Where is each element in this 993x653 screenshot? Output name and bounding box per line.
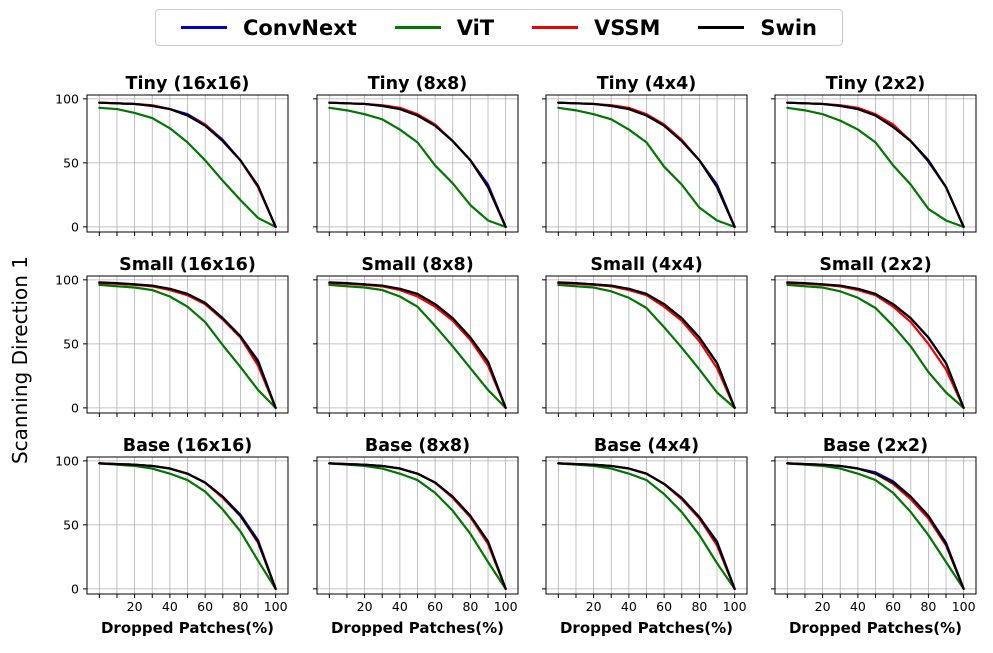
chart-base-4x4: 20 40 60 80 100 Base (4x4) Dropped Patches(%) — [542, 436, 748, 637]
chart-base-16x16-xtick-label: 20 — [127, 599, 143, 614]
chart-small-16x16-ytick-label: 100 — [55, 272, 79, 287]
chart-base-2x2-xlabel: Dropped Patches(%) — [789, 619, 962, 637]
chart-small-2x2-title: Small (2x2) — [819, 255, 931, 275]
chart-small-16x16-series-swin — [98, 281, 277, 409]
chart-base-2x2-xtick-label: 20 — [815, 599, 831, 614]
chart-tiny-8x8-series-swin — [328, 101, 507, 228]
legend-item-convnext: ConvNext — [180, 15, 357, 40]
chart-tiny-16x16-ytick-label: 0 — [71, 219, 79, 234]
chart-base-4x4-xtick-label: 80 — [691, 599, 707, 614]
chart-base-2x2-title: Base (2x2) — [823, 436, 928, 456]
chart-small-16x16-ytick-label: 50 — [63, 336, 79, 351]
chart-base-4x4-xtick-label: 20 — [586, 599, 602, 614]
chart-base-16x16-xlabel: Dropped Patches(%) — [101, 619, 274, 637]
chart-base-2x2-xtick-label: 60 — [885, 599, 901, 614]
chart-base-4x4-xtick-label: 60 — [656, 599, 672, 614]
chart-base-8x8: 20 40 60 80 100 Base (8x8) Dropped Patches(%) — [313, 436, 519, 637]
chart-small-16x16-series-vit — [98, 283, 277, 409]
chart-small-2x2-series-swin — [786, 281, 965, 409]
chart-small-8x8-series-swin — [328, 281, 507, 409]
chart-base-16x16: 20 40 60 80 100 0 50 100 Base (16x16) Dropped Pat… — [55, 436, 289, 637]
chart-base-2x2-xtick-label: 40 — [850, 599, 866, 614]
chart-base-16x16-xtick-label: 60 — [197, 599, 213, 614]
chart-tiny-8x8: Tiny (8x8) — [313, 74, 519, 236]
chart-tiny-8x8-series-vit — [328, 106, 507, 228]
chart-base-8x8-xlabel: Dropped Patches(%) — [331, 619, 504, 637]
chart-tiny-16x16-series-vit — [98, 106, 277, 228]
chart-small-16x16-title: Small (16x16) — [119, 255, 256, 275]
chart-base-4x4-xtick-label: 100 — [723, 599, 747, 614]
chart-base-4x4-xtick-label: 40 — [621, 599, 637, 614]
chart-small-8x8-series-vit — [328, 283, 507, 409]
chart-base-2x2-xtick-label: 80 — [920, 599, 936, 614]
chart-tiny-2x2: Tiny (2x2) — [771, 74, 977, 236]
chart-base-4x4-xlabel: Dropped Patches(%) — [560, 619, 733, 637]
chart-base-16x16-xtick-label: 80 — [232, 599, 248, 614]
chart-small-8x8: Small (8x8) — [313, 255, 519, 417]
chart-tiny-16x16-series-swin — [98, 101, 277, 228]
chart-small-8x8-title: Small (8x8) — [361, 255, 473, 275]
chart-small-4x4-series-vit — [557, 283, 736, 409]
chart-base-8x8-xtick-label: 20 — [357, 599, 373, 614]
chart-tiny-16x16-ytick-label: 50 — [63, 155, 79, 170]
chart-base-8x8-title: Base (8x8) — [365, 436, 470, 456]
chart-tiny-16x16-title: Tiny (16x16) — [126, 74, 250, 94]
chart-base-4x4-series-swin — [557, 462, 736, 590]
chart-base-8x8-xtick-label: 60 — [427, 599, 443, 614]
legend-label-swin: Swin — [760, 15, 818, 40]
chart-small-4x4: Small (4x4) — [542, 255, 748, 417]
legend-item-vssm: VSSM — [531, 15, 661, 40]
chart-tiny-4x4-series-vit — [557, 106, 736, 228]
chart-tiny-16x16-ytick-label: 100 — [55, 91, 79, 106]
chart-tiny-2x2-series-swin — [786, 101, 965, 228]
chart-base-16x16-ytick-label: 100 — [55, 453, 79, 468]
chart-base-2x2-series-swin — [786, 462, 965, 590]
legend-swatch-vit — [394, 26, 441, 29]
chart-tiny-8x8-title: Tiny (8x8) — [368, 74, 468, 94]
chart-base-8x8-series-swin — [328, 462, 507, 590]
chart-tiny-2x2-title: Tiny (2x2) — [826, 74, 926, 94]
chart-small-2x2-series-vit — [786, 283, 965, 409]
legend-label-vit: ViT — [456, 15, 495, 40]
legend-item-swin: Swin — [698, 16, 817, 40]
chart-small-16x16: 0 50 100 Small (16x16) — [55, 255, 289, 417]
chart-base-2x2: 20 40 60 80 100 Base (2x2) Dropped Patches(%) — [771, 436, 977, 637]
legend-swatch-vssm — [531, 26, 578, 29]
chart-small-16x16-ytick-label: 0 — [71, 400, 79, 415]
chart-base-16x16-xtick-label: 100 — [264, 599, 288, 614]
chart-small-2x2: Small (2x2) — [771, 255, 977, 417]
chart-base-16x16-title: Base (16x16) — [123, 436, 253, 456]
chart-base-8x8-xtick-label: 100 — [494, 599, 518, 614]
chart-base-2x2-xtick-label: 100 — [952, 599, 976, 614]
chart-base-16x16-series-swin — [98, 462, 277, 590]
legend-label-vssm: VSSM — [593, 15, 661, 40]
legend-label-convnext: ConvNext — [242, 15, 357, 40]
chart-tiny-16x16: 0 50 100 Tiny (16x16) — [55, 74, 289, 236]
chart-base-16x16-xtick-label: 40 — [162, 599, 178, 614]
chart-base-4x4-title: Base (4x4) — [594, 436, 699, 456]
chart-tiny-4x4-series-swin — [557, 101, 736, 228]
legend-swatch-swin — [698, 26, 745, 29]
chart-tiny-2x2-series-vit — [786, 106, 965, 228]
chart-small-4x4-series-swin — [557, 281, 736, 409]
chart-small-4x4-title: Small (4x4) — [590, 255, 702, 275]
chart-base-8x8-xtick-label: 80 — [462, 599, 478, 614]
chart-base-8x8-xtick-label: 40 — [392, 599, 408, 614]
legend-swatch-convnext — [180, 26, 227, 29]
chart-base-16x16-ytick-label: 0 — [71, 581, 79, 596]
chart-tiny-4x4: Tiny (4x4) — [542, 74, 748, 236]
chart-base-16x16-ytick-label: 50 — [63, 517, 79, 532]
legend: ConvNext ViT VSSM Swin — [155, 9, 843, 46]
chart-tiny-4x4-title: Tiny (4x4) — [597, 74, 697, 94]
legend-item-vit: ViT — [394, 15, 495, 40]
